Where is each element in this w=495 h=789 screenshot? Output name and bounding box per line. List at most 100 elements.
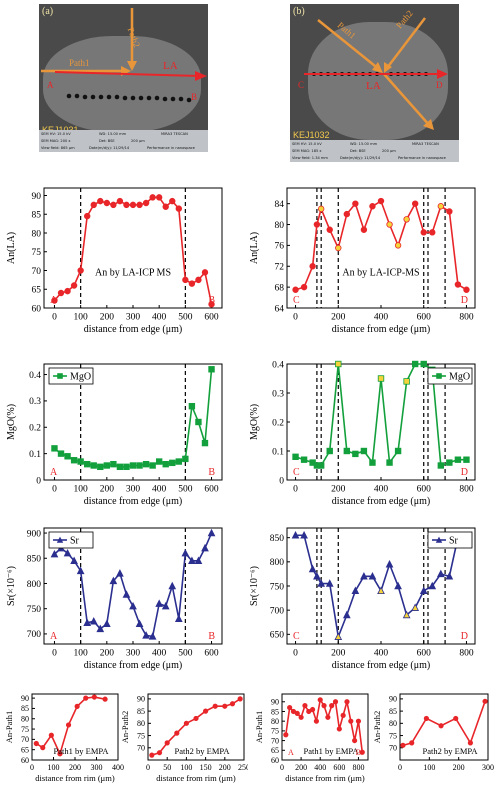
footer-field: Det: BSE [350,149,366,153]
x-tick-label: 0 [293,649,298,659]
data-point [164,740,170,746]
data-point [129,601,137,610]
y-axis-label: An(LA) [250,232,260,264]
data-point [400,742,406,748]
data-point [103,462,111,469]
footer-field: WD: 15.00 mm [350,142,378,146]
x-tick-label: 0 [146,763,150,772]
data-point [175,458,183,465]
data-point [332,699,339,705]
data-point [77,267,84,274]
chart-sr-right: 0 200 400 600 800 650 700 750 800 850 distance fro… [250,527,476,671]
data-point [329,703,335,709]
data-point [201,269,209,276]
x-tick-label: 400 [152,649,167,659]
corner-label-left: A [288,748,294,757]
corner-label-left: C [293,631,300,642]
data-point [188,402,196,410]
data-point [326,226,333,233]
la-arrow [54,71,200,77]
data-point [359,749,365,755]
data-point [377,586,385,595]
data-point [149,194,156,201]
data-point [89,617,98,625]
data-point [135,619,144,628]
data-point [149,462,156,469]
footer-field: View field: 865 μm [41,146,75,150]
x-tick-label: 200 [69,763,81,772]
y-axis-label: MgO(%) [250,404,260,440]
y-axis-label: An-Path1 [4,711,14,744]
panel-tag: (b) [293,6,305,17]
data-point [201,439,209,447]
x-tick-label: 0 [52,313,57,323]
y-axis-label: An(LA) [6,232,17,264]
data-point [298,714,304,720]
path2-arrow [386,17,426,69]
data-point [116,569,124,577]
data-point [207,528,216,537]
y-tick-label: 0.3 [29,397,41,407]
data-point [292,453,299,460]
data-point [195,276,202,284]
y-tick-label: 68 [275,283,285,293]
data-point [325,579,334,587]
y-tick-label: 90 [21,694,29,703]
data-point [386,459,393,466]
corner-label-right: B [208,631,215,642]
y-tick-label: 60 [32,304,42,314]
y-tick-label: 700 [270,606,285,616]
panel-tag: (a) [42,6,54,17]
y-tick-label: 70 [21,735,29,744]
y-axis-label: Sr(×10⁻⁶) [6,566,17,606]
data-point [222,703,228,709]
data-point [302,703,308,709]
data-point [454,456,462,463]
data-point [423,715,430,722]
data-point [360,572,368,580]
data-point [453,715,459,722]
footer-field: Performance in nanospace [398,156,446,160]
y-tick-label: 85 [389,707,397,716]
corner-label-left: A [50,295,58,306]
data-point [70,556,78,564]
corner-label-right: D [461,295,468,306]
data-point [96,624,105,633]
data-point [394,242,402,249]
legend-label: Sr [70,536,80,547]
data-point [352,737,358,744]
x-tick-label: 150 [200,763,212,772]
data-point [168,581,177,590]
legend-box [427,367,473,385]
data-point [155,194,163,201]
y-tick-label: 85 [271,707,279,716]
data-point [116,463,124,471]
x-tick-label: 200 [100,649,115,659]
data-point [169,459,176,467]
data-point [438,723,444,729]
data-point [136,201,143,209]
x-tick-label: 0 [52,485,57,495]
data-point [326,447,333,455]
corner-label-right: D [461,631,468,642]
x-tick-label: 300 [482,763,494,772]
data-point [102,696,108,702]
data-point [83,695,89,701]
x-axis-label: distance from rim (μm) [35,773,115,783]
data-point [411,200,419,207]
data-point [201,543,209,552]
data-point [454,281,462,288]
data-point [57,450,65,457]
y-tick-label: 0.1 [272,447,284,457]
data-point [169,197,176,205]
footer-field: 200 μm [131,139,145,143]
data-point [309,263,316,270]
data-point [110,201,117,209]
data-point [292,286,299,293]
x-tick-label: 300 [91,763,103,772]
data-point [446,208,453,215]
x-tick-label: 300 [126,485,141,495]
data-point [436,569,445,578]
